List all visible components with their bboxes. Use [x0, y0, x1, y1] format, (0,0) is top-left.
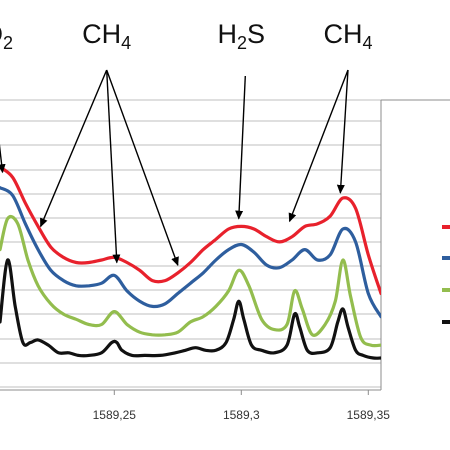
annotation-arrow	[106, 69, 179, 267]
series-line-1	[0, 165, 381, 296]
legend	[442, 225, 450, 324]
x-tick-label: 1589,35	[347, 408, 391, 422]
x-tick-labels: 1589,25 1589,3 1589,35	[93, 408, 391, 422]
axes	[0, 99, 450, 395]
series-lines	[0, 165, 381, 360]
annotation-arrow	[336, 69, 349, 194]
annotation-arrow	[39, 69, 108, 228]
species-label: H2S	[218, 19, 266, 53]
series-line-4	[0, 258, 381, 360]
annotation-arrow	[0, 144, 6, 174]
species-annotations: O2 CH4 H2S CH4	[0, 19, 372, 267]
gridlines	[0, 99, 381, 388]
annotation-arrow	[105, 69, 121, 264]
series-line-3	[0, 215, 381, 348]
annotation-arrow	[288, 69, 349, 223]
x-tick-label: 1589,25	[93, 408, 137, 422]
species-label: CH4	[323, 19, 372, 53]
species-label: CH4	[82, 19, 131, 53]
species-label: O2	[0, 19, 13, 53]
annotation-arrow	[235, 75, 246, 220]
x-tick-label: 1589,3	[223, 408, 260, 422]
series-line-2	[0, 186, 381, 319]
